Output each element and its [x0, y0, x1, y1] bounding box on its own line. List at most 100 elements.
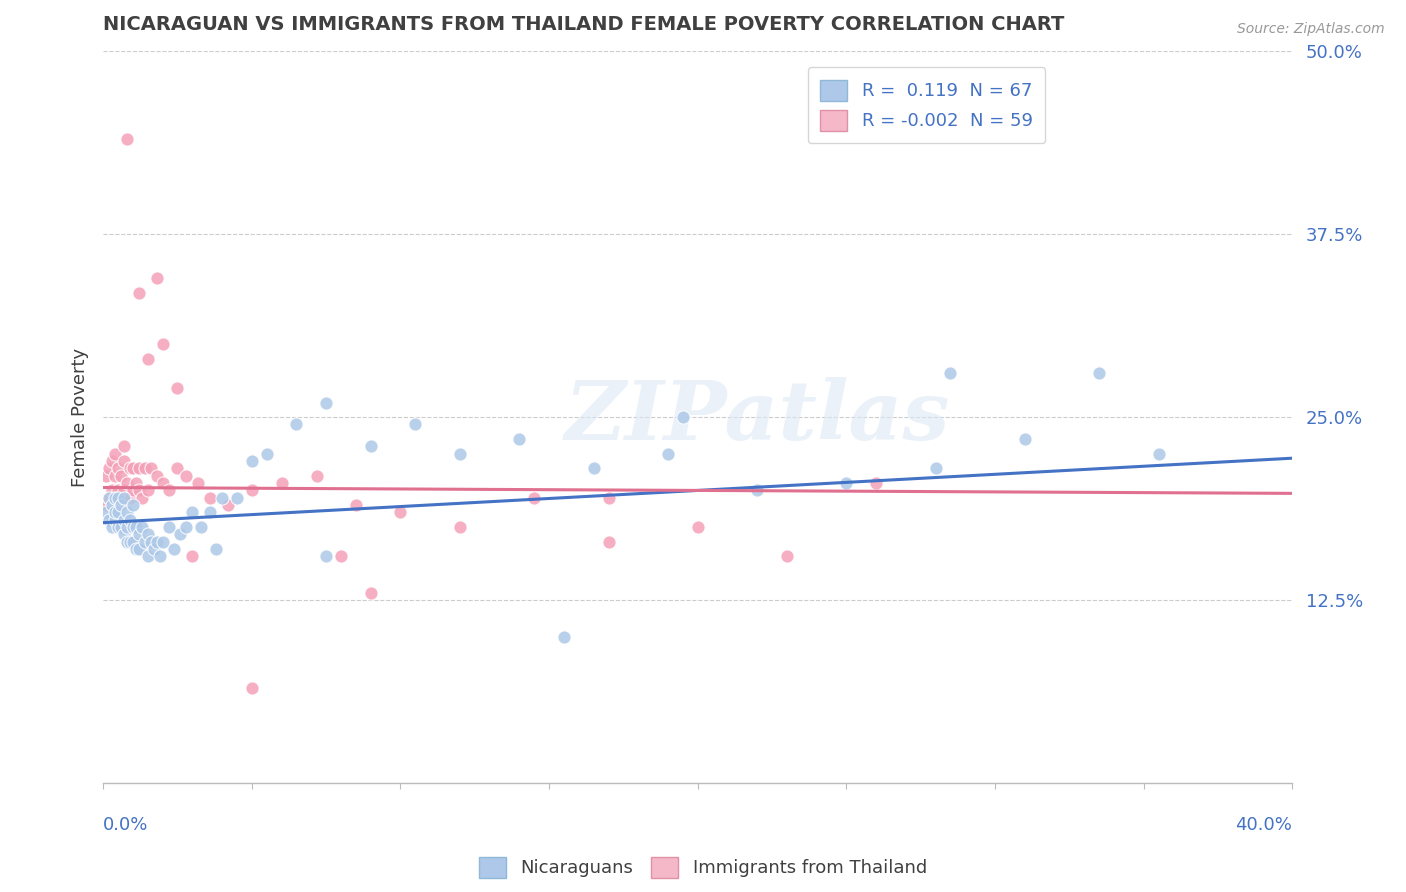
- Point: [107, 483, 129, 498]
- Point: [118, 534, 141, 549]
- Point: [142, 542, 165, 557]
- Point: [508, 432, 530, 446]
- Point: [330, 549, 353, 564]
- Legend: Nicaraguans, Immigrants from Thailand: Nicaraguans, Immigrants from Thailand: [471, 850, 935, 885]
- Point: [672, 410, 695, 425]
- Point: [112, 483, 135, 498]
- Point: [145, 468, 167, 483]
- Point: [115, 534, 138, 549]
- Point: [128, 542, 150, 557]
- Point: [285, 417, 308, 432]
- Point: [112, 513, 135, 527]
- Point: [307, 468, 329, 483]
- Point: [128, 527, 150, 541]
- Point: [270, 476, 292, 491]
- Point: [404, 417, 426, 432]
- Point: [835, 476, 858, 491]
- Y-axis label: Female Poverty: Female Poverty: [72, 348, 89, 487]
- Point: [240, 483, 263, 498]
- Point: [121, 461, 143, 475]
- Point: [101, 454, 124, 468]
- Point: [101, 520, 124, 534]
- Point: [217, 498, 239, 512]
- Text: Source: ZipAtlas.com: Source: ZipAtlas.com: [1237, 22, 1385, 37]
- Point: [145, 271, 167, 285]
- Point: [136, 527, 159, 541]
- Point: [98, 491, 121, 505]
- Point: [104, 491, 127, 505]
- Point: [598, 534, 620, 549]
- Point: [657, 447, 679, 461]
- Point: [240, 681, 263, 696]
- Text: ZIPatlas: ZIPatlas: [564, 377, 950, 458]
- Point: [553, 630, 575, 644]
- Point: [939, 366, 962, 380]
- Point: [190, 520, 212, 534]
- Point: [118, 491, 141, 505]
- Point: [240, 454, 263, 468]
- Point: [107, 491, 129, 505]
- Text: 40.0%: 40.0%: [1236, 816, 1292, 834]
- Point: [205, 542, 228, 557]
- Point: [128, 285, 150, 300]
- Point: [360, 586, 382, 600]
- Point: [110, 491, 132, 505]
- Point: [104, 447, 127, 461]
- Point: [169, 527, 191, 541]
- Point: [107, 461, 129, 475]
- Point: [449, 520, 471, 534]
- Point: [98, 491, 121, 505]
- Point: [101, 483, 124, 498]
- Point: [115, 505, 138, 519]
- Point: [163, 542, 186, 557]
- Point: [121, 534, 143, 549]
- Point: [134, 534, 156, 549]
- Point: [121, 520, 143, 534]
- Point: [104, 468, 127, 483]
- Point: [198, 491, 221, 505]
- Point: [181, 505, 204, 519]
- Point: [115, 491, 138, 505]
- Legend: R =  0.119  N = 67, R = -0.002  N = 59: R = 0.119 N = 67, R = -0.002 N = 59: [807, 67, 1046, 144]
- Point: [152, 476, 174, 491]
- Point: [152, 534, 174, 549]
- Point: [598, 491, 620, 505]
- Point: [110, 498, 132, 512]
- Point: [107, 520, 129, 534]
- Point: [131, 491, 153, 505]
- Point: [166, 381, 188, 395]
- Point: [152, 337, 174, 351]
- Point: [110, 468, 132, 483]
- Point: [125, 542, 148, 557]
- Text: 0.0%: 0.0%: [103, 816, 149, 834]
- Point: [582, 461, 605, 475]
- Point: [112, 527, 135, 541]
- Point: [104, 491, 127, 505]
- Point: [344, 498, 367, 512]
- Point: [134, 461, 156, 475]
- Point: [104, 513, 127, 527]
- Point: [198, 505, 221, 519]
- Point: [139, 461, 162, 475]
- Point: [776, 549, 799, 564]
- Point: [149, 549, 172, 564]
- Point: [523, 491, 546, 505]
- Point: [128, 483, 150, 498]
- Point: [136, 549, 159, 564]
- Point: [110, 520, 132, 534]
- Point: [686, 520, 709, 534]
- Point: [131, 520, 153, 534]
- Point: [1147, 447, 1170, 461]
- Point: [315, 549, 337, 564]
- Point: [145, 534, 167, 549]
- Point: [125, 520, 148, 534]
- Point: [98, 461, 121, 475]
- Point: [924, 461, 946, 475]
- Point: [121, 483, 143, 498]
- Point: [112, 440, 135, 454]
- Point: [121, 498, 143, 512]
- Point: [449, 447, 471, 461]
- Point: [865, 476, 887, 491]
- Point: [1014, 432, 1036, 446]
- Text: NICARAGUAN VS IMMIGRANTS FROM THAILAND FEMALE POVERTY CORRELATION CHART: NICARAGUAN VS IMMIGRANTS FROM THAILAND F…: [103, 15, 1064, 34]
